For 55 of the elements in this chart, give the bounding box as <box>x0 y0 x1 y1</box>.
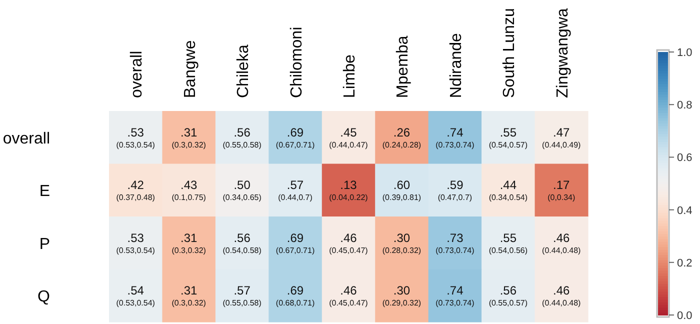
y-tick-label: P <box>39 236 50 253</box>
data-label: .60 (0.39,0.81) <box>382 178 422 202</box>
data-label: .13 (0.04,0.22) <box>329 178 368 202</box>
color-bar-label: 0.4 <box>677 204 692 217</box>
data-label: .53 (0.53,0.54) <box>116 125 156 150</box>
x-tick-label: Chileka <box>235 44 252 98</box>
color-bar-label: 0.8 <box>677 100 692 112</box>
data-label: .53 (0.53,0.54) <box>116 230 156 255</box>
data-label: .17 (0,0.34) <box>548 178 576 202</box>
color-bar-label: 0.0 <box>677 310 692 322</box>
data-label: .50 (0.34,0.65) <box>222 178 262 202</box>
x-tick-label: Ndirande <box>448 32 465 98</box>
x-tick-label: South Lunzu <box>501 8 518 98</box>
data-label: .31 (0.3,0.32) <box>172 230 206 255</box>
data-label: .69 (0.67,0.71) <box>276 125 315 150</box>
data-label: .31 (0.3,0.32) <box>172 125 206 150</box>
data-label: .55 (0.54,0.57) <box>488 125 528 150</box>
color-bar-label: 0.6 <box>677 152 692 164</box>
color-bar-label: 0.2 <box>677 257 692 270</box>
data-label: .45 (0.44,0.47) <box>329 125 368 150</box>
y-tick-label: overall <box>2 130 50 148</box>
data-label: .56 (0.54,0.58) <box>222 230 262 255</box>
data-label: .44 (0.34,0.54) <box>488 178 528 202</box>
data-label: .31 (0.3,0.32) <box>172 284 206 308</box>
data-label: .74 (0.73,0.74) <box>436 125 475 150</box>
data-label: .46 (0.45,0.47) <box>329 230 368 255</box>
data-label: .30 (0.28,0.32) <box>382 230 422 255</box>
x-tick-label: Mpemba <box>394 36 412 98</box>
color-bar-label: 1.0 <box>677 47 692 59</box>
data-label: .30 (0.29,0.32) <box>382 284 422 308</box>
data-label: .47 (0.44,0.49) <box>542 125 582 150</box>
data-label: .56 (0.55,0.58) <box>222 125 262 150</box>
data-label: .69 (0.68,0.71) <box>276 284 315 308</box>
x-tick-label: Zingwangwa <box>554 8 572 98</box>
data-label: .69 (0.67,0.71) <box>276 230 315 255</box>
data-label: .55 (0.54,0.56) <box>488 230 528 255</box>
data-label: .59 (0.47,0.7) <box>438 178 472 202</box>
data-label: .57 (0.55,0.58) <box>222 284 262 308</box>
data-label: .73 (0.73,0.74) <box>436 230 475 255</box>
data-label: .74 (0.73,0.74) <box>436 284 475 308</box>
data-label: .46 (0.45,0.47) <box>329 284 368 308</box>
data-label: .57 (0.44,0.7) <box>278 178 313 202</box>
x-tick-label: Limbe <box>342 54 358 98</box>
y-tick-label: Q <box>38 288 50 306</box>
data-label: .56 (0.55,0.57) <box>488 284 528 308</box>
data-label: .43 (0.1,0.75) <box>172 178 206 202</box>
x-tick-label: Chilomoni <box>288 26 306 98</box>
data-label: .26 (0.24,0.28) <box>382 125 422 150</box>
data-label: .54 (0.53,0.54) <box>116 284 156 308</box>
y-tick-label: E <box>39 183 50 200</box>
x-tick-label: Bangwe <box>182 40 199 98</box>
data-label: .42 (0.37,0.48) <box>116 178 156 202</box>
data-label: .46 (0.44,0.48) <box>542 230 582 255</box>
data-label: .46 (0.44,0.48) <box>542 284 582 308</box>
x-tick-label: overall <box>128 50 146 98</box>
